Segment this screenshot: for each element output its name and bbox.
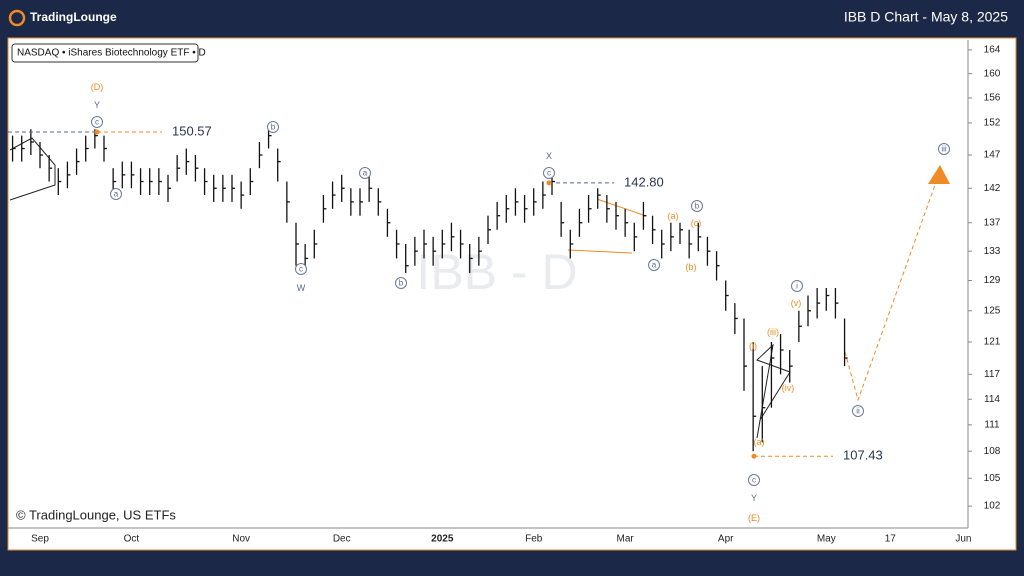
chart-area xyxy=(7,37,1017,551)
y-tick-label: 137 xyxy=(984,217,1001,228)
y-tick-label: 105 xyxy=(984,473,1001,484)
wave-label: b xyxy=(399,279,404,288)
x-tick-label: Apr xyxy=(718,534,734,545)
y-tick-label: 108 xyxy=(984,446,1001,457)
wave-circle xyxy=(938,143,950,155)
wave-label: (b) xyxy=(686,262,697,272)
trendline xyxy=(567,249,633,254)
wave-circle xyxy=(359,167,371,179)
wave-label: W xyxy=(297,283,306,293)
trendline xyxy=(596,198,647,217)
wave-label: (E) xyxy=(748,513,760,523)
watermark: IBB - D xyxy=(416,244,577,300)
wave-circle xyxy=(91,116,103,128)
drawings xyxy=(9,137,950,439)
projection-arrow xyxy=(928,165,950,184)
wave-label: (c) xyxy=(691,218,702,228)
wave-label: c xyxy=(547,169,551,178)
wave-circle xyxy=(791,280,803,292)
level-label: 107.43 xyxy=(843,448,883,463)
wave-circle xyxy=(295,263,307,275)
wave-label: X xyxy=(546,151,552,161)
x-tick-label: Dec xyxy=(333,534,351,545)
y-tick-label: 129 xyxy=(984,275,1001,286)
wave-label: i xyxy=(796,282,798,291)
wave-label: Y xyxy=(94,100,100,110)
y-tick-label: 160 xyxy=(984,68,1001,79)
wave-circle xyxy=(691,200,703,212)
y-tick-label: 114 xyxy=(984,394,1000,405)
wave-label: a xyxy=(363,169,368,178)
symbol-box xyxy=(11,43,199,63)
wave-label: c xyxy=(95,118,99,127)
y-tick-label: 117 xyxy=(984,369,1000,380)
wave-circle xyxy=(110,188,122,200)
header-title: IBB D Chart - May 8, 2025 xyxy=(844,9,1008,25)
y-tick-label: 102 xyxy=(984,501,1001,512)
wave-label: ii xyxy=(856,407,860,416)
wave-label: (a) xyxy=(754,437,765,447)
wave-circle xyxy=(648,259,660,271)
level-dot xyxy=(546,180,552,186)
wave-circle xyxy=(852,405,864,417)
logo-icon xyxy=(8,9,26,27)
y-tick-label: 111 xyxy=(984,420,1000,431)
y-tick-label: 147 xyxy=(984,150,1001,161)
wave-label: Y xyxy=(751,493,757,503)
wave-label: b xyxy=(695,202,700,211)
x-tick-label: Feb xyxy=(525,534,543,545)
wave-label: (D) xyxy=(91,82,104,92)
x-tick-label: Jun xyxy=(955,534,971,545)
wave-circle xyxy=(748,474,760,486)
x-tick-label: 2025 xyxy=(431,534,454,545)
x-tick-label: Oct xyxy=(124,534,140,545)
y-tick-label: 156 xyxy=(984,93,1001,104)
wave-label: c xyxy=(752,476,756,485)
wave-label: a xyxy=(652,261,657,270)
wave-label: c xyxy=(299,265,303,274)
wave-label: (iv) xyxy=(782,383,795,393)
wave-circle xyxy=(267,121,279,133)
logo: TradingLounge xyxy=(30,10,117,24)
level-label: 142.80 xyxy=(624,174,664,189)
x-tick-label: Mar xyxy=(617,534,635,545)
level-dot xyxy=(751,453,757,459)
x-tick-label: Nov xyxy=(232,534,250,545)
wave-label: (a) xyxy=(668,211,679,221)
y-tick-label: 142 xyxy=(984,183,1001,194)
wave-label: iii xyxy=(941,145,947,154)
wave-label: (iii) xyxy=(767,327,779,337)
trendline xyxy=(9,137,56,201)
y-tick-label: 152 xyxy=(984,118,1001,129)
wave-label: a xyxy=(114,190,119,199)
wave-label: (v) xyxy=(791,298,802,308)
wave-circle xyxy=(543,167,555,179)
level-dot xyxy=(94,129,100,135)
wave-label: (i) xyxy=(749,341,757,351)
x-tick-label: Sep xyxy=(31,534,49,545)
level-label: 150.57 xyxy=(172,123,212,138)
y-tick-label: 121 xyxy=(984,337,1001,348)
wave-circle xyxy=(395,277,407,289)
wave-label: b xyxy=(271,123,276,132)
y-tick-label: 125 xyxy=(984,305,1001,316)
symbol: NASDAQ • iShares Biotechnology ETF • D xyxy=(17,48,206,59)
footer: © TradingLounge, US ETFs xyxy=(16,507,176,522)
y-tick-label: 164 xyxy=(984,45,1001,56)
projection xyxy=(844,184,936,402)
trendline xyxy=(756,343,791,439)
x-tick-label: 17 xyxy=(885,534,897,545)
y-tick-label: 133 xyxy=(984,246,1001,257)
x-tick-label: May xyxy=(817,534,836,545)
